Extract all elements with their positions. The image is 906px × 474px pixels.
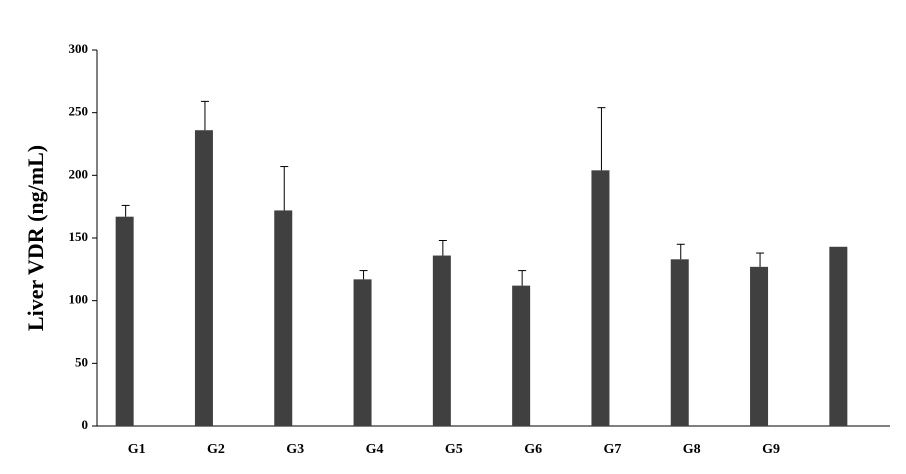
y-tick-label: 300 — [69, 41, 89, 56]
y-tick-label: 50 — [75, 354, 88, 369]
bar — [750, 266, 769, 426]
bar — [353, 279, 372, 426]
y-tick-label: 0 — [82, 417, 89, 432]
bar — [115, 216, 134, 426]
x-tick-label: G6 — [524, 442, 542, 457]
bar — [829, 246, 848, 426]
y-tick-label: 250 — [69, 104, 89, 119]
x-tick-label: G2 — [207, 442, 225, 457]
x-tick-label: G9 — [762, 442, 780, 457]
y-tick-label: 100 — [69, 292, 89, 307]
x-tick-label: G4 — [366, 442, 384, 457]
bar — [670, 259, 689, 426]
bar — [512, 285, 531, 426]
y-tick-label: 200 — [69, 166, 89, 181]
x-tick-label: G3 — [286, 442, 304, 457]
bar — [591, 170, 610, 426]
bar — [194, 130, 213, 427]
x-tick-label: G1 — [128, 442, 146, 457]
y-tick-label: 150 — [69, 229, 89, 244]
bar — [274, 210, 293, 426]
x-tick-label: G8 — [683, 442, 701, 457]
y-axis-label: Liver VDR (ng/mL) — [23, 145, 48, 331]
bar — [432, 255, 451, 426]
x-tick-label: G5 — [445, 442, 463, 457]
x-tick-label: G7 — [604, 442, 622, 457]
